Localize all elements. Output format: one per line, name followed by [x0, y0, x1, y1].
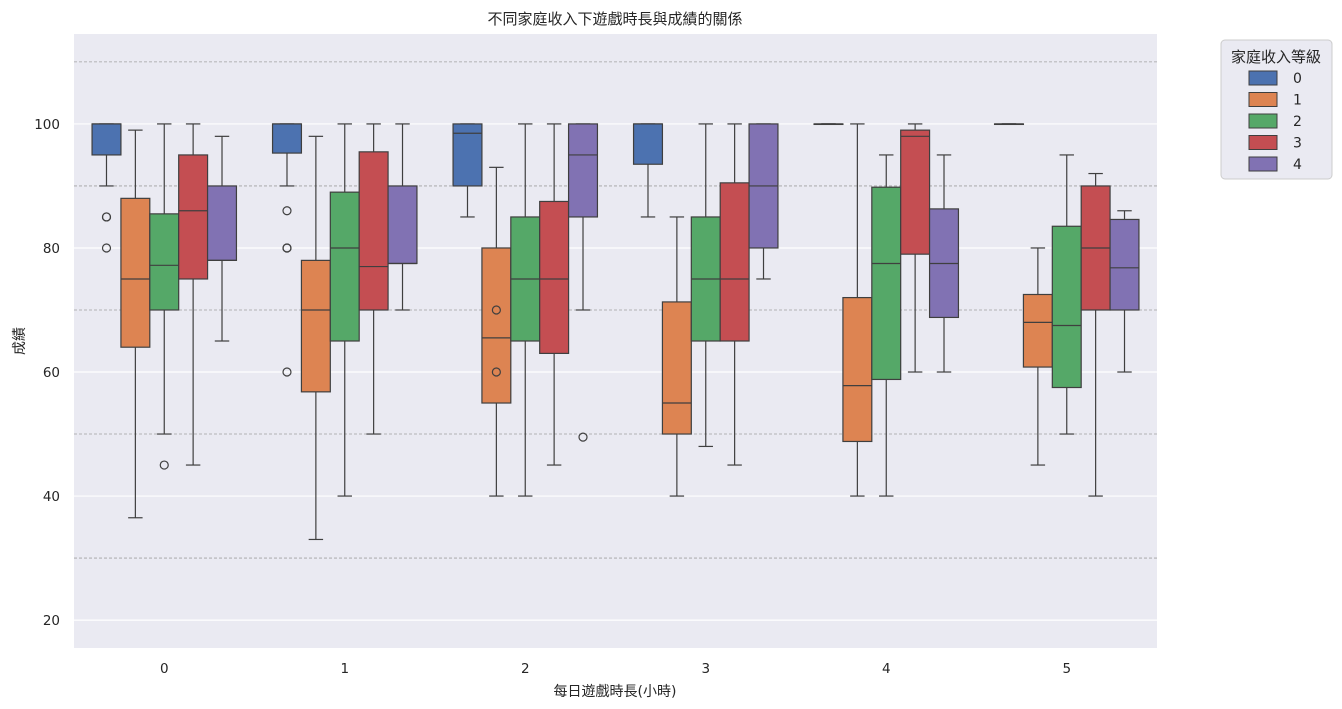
box-iqr — [178, 154, 209, 280]
legend-swatch — [1248, 70, 1278, 86]
x-tick-label: 4 — [882, 661, 891, 677]
box-series-3-cat-4 — [900, 123, 931, 373]
box-iqr — [206, 185, 238, 261]
box-series-0-cat-3 — [632, 123, 664, 218]
chart-title: 不同家庭收入下遊戲時長與成績的關係 — [487, 10, 742, 28]
box-iqr — [358, 151, 389, 311]
box-iqr — [1022, 293, 1053, 368]
legend-label: 0 — [1293, 71, 1302, 87]
y-tick-label: 40 — [43, 489, 60, 505]
box-series-4-cat-2 — [567, 123, 599, 442]
box-iqr — [149, 213, 180, 311]
box-iqr — [871, 186, 902, 381]
box-iqr — [539, 200, 570, 355]
box-iqr — [719, 182, 750, 342]
box-series-1-cat-5 — [1022, 247, 1053, 466]
box-iqr — [1051, 225, 1082, 389]
x-axis-label: 每日遊戲時長(小時) — [554, 684, 677, 700]
box-series-4-cat-4 — [928, 154, 960, 373]
y-tick-label: 80 — [43, 241, 60, 257]
outlier-point — [282, 367, 292, 377]
tick-layer: 20 40 60 80 100 0 1 2 3 4 5 — [34, 117, 1071, 677]
box-iqr — [661, 301, 692, 435]
box-iqr — [1109, 218, 1140, 311]
box-series-1-cat-1 — [300, 135, 331, 541]
legend-swatch — [1248, 156, 1278, 172]
box-iqr — [567, 123, 599, 218]
y-tick-label: 100 — [34, 117, 60, 133]
box-iqr — [900, 129, 931, 255]
box-iqr — [120, 197, 151, 348]
box-series-0-cat-5 — [993, 123, 1025, 126]
outlier-point — [578, 432, 588, 442]
box-series-4-cat-1 — [387, 123, 418, 311]
box-series-0-cat-0 — [91, 123, 122, 253]
box-series-4-cat-3 — [748, 123, 779, 280]
box-iqr — [632, 123, 664, 165]
outlier-point — [101, 212, 112, 222]
x-tick-label: 3 — [701, 661, 710, 677]
legend-label: 1 — [1293, 93, 1302, 109]
x-tick-label: 5 — [1062, 661, 1071, 677]
box-series-2-cat-5 — [1051, 154, 1082, 435]
legend-swatch — [1248, 113, 1278, 129]
box-series-3-cat-2 — [539, 123, 570, 466]
outlier-point — [101, 243, 112, 253]
box-iqr — [842, 296, 873, 443]
outlier-point — [282, 206, 292, 216]
legend-label: 3 — [1293, 136, 1302, 152]
x-tick-label: 1 — [340, 661, 349, 677]
box-series-3-cat-5 — [1080, 172, 1111, 497]
box-series-0-cat-1 — [271, 123, 303, 377]
outlier-point — [491, 367, 501, 377]
legend-label: 4 — [1293, 157, 1302, 173]
box-series-4-cat-0 — [206, 135, 238, 342]
y-tick-label: 20 — [43, 613, 60, 629]
legend-items: 0 1 2 3 4 — [1248, 70, 1302, 173]
outlier-point — [282, 243, 292, 253]
box-iqr — [387, 185, 418, 265]
legend-label: 2 — [1293, 114, 1302, 130]
y-tick-label: 60 — [43, 365, 60, 381]
box-series-2-cat-0 — [149, 123, 180, 470]
box-series-1-cat-0 — [120, 129, 151, 519]
box-iqr — [300, 259, 331, 393]
legend-swatch — [1248, 92, 1278, 107]
box-iqr — [91, 123, 122, 156]
box-layer — [91, 123, 1140, 541]
box-iqr — [452, 123, 483, 187]
box-series-2-cat-3 — [690, 123, 721, 448]
box-series-2-cat-2 — [510, 123, 541, 497]
box-series-0-cat-4 — [813, 123, 844, 126]
box-series-3-cat-1 — [358, 123, 389, 435]
box-series-1-cat-3 — [661, 216, 692, 497]
box-iqr — [329, 191, 360, 342]
outlier-point — [159, 460, 169, 470]
box-series-4-cat-5 — [1109, 210, 1140, 373]
legend: 家庭收入等級 0 1 2 3 4 — [1220, 39, 1333, 180]
legend-swatch — [1248, 135, 1278, 150]
box-series-0-cat-2 — [452, 123, 483, 218]
legend-title: 家庭收入等級 — [1231, 48, 1321, 66]
box-series-2-cat-1 — [329, 123, 360, 497]
x-tick-label: 2 — [521, 661, 530, 677]
box-series-1-cat-2 — [481, 166, 512, 497]
box-series-3-cat-3 — [719, 123, 750, 466]
box-iqr — [271, 123, 303, 154]
box-series-2-cat-4 — [871, 154, 902, 497]
box-iqr — [481, 247, 512, 404]
x-tick-label: 0 — [160, 661, 169, 677]
outlier-point — [491, 305, 501, 315]
y-axis-label: 成績 — [12, 327, 28, 355]
grid-layer — [74, 61, 1157, 621]
plot-background — [74, 34, 1157, 648]
